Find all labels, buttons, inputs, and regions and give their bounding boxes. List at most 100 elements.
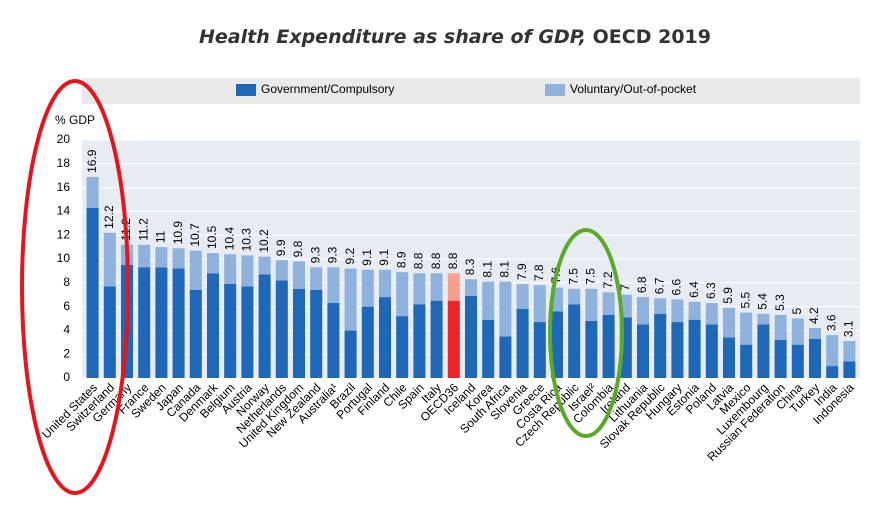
value-label: 5.3 <box>773 294 787 311</box>
bar-segment <box>722 307 736 338</box>
bar-segment <box>757 324 770 378</box>
bar-segment <box>826 366 839 378</box>
bar-segment <box>172 248 185 269</box>
bar-segment <box>413 304 426 378</box>
bar-segment <box>654 298 667 314</box>
bar-segment <box>705 303 718 325</box>
legend-swatch <box>545 84 565 96</box>
value-label: 6.6 <box>670 278 684 295</box>
bar-segment <box>310 267 323 290</box>
bar-segment <box>843 361 856 378</box>
y-tick-label: 10 <box>57 251 71 265</box>
value-label: 16.9 <box>85 149 99 173</box>
y-tick-label: 8 <box>63 275 70 289</box>
bar-segment <box>464 279 478 296</box>
bar-segment <box>189 289 202 378</box>
bar-segment <box>86 176 99 208</box>
bar-segment <box>258 256 271 275</box>
legend-label: Government/Compulsory <box>261 82 394 96</box>
bar-segment <box>241 255 254 287</box>
bar-segment <box>292 288 306 378</box>
bar-segment <box>688 319 701 378</box>
value-label: 6.8 <box>635 276 649 293</box>
bar-segment <box>602 314 615 378</box>
bar-segment <box>396 272 409 317</box>
bar-segment <box>378 269 392 298</box>
value-label: 10.2 <box>257 229 271 253</box>
value-label: 10.7 <box>188 223 202 247</box>
bar-segment <box>774 339 787 378</box>
bar-segment <box>482 281 495 320</box>
value-label: 8.8 <box>446 252 460 269</box>
bar-segment <box>740 344 753 378</box>
title-suffix: OECD 2019 <box>593 26 711 48</box>
bar-segment <box>791 344 804 378</box>
y-tick-label: 0 <box>63 370 70 384</box>
bar-segment <box>103 286 116 378</box>
bar-segment <box>447 300 460 378</box>
bar-segment <box>722 337 736 378</box>
bar-segment <box>568 288 581 305</box>
bar-segment <box>275 260 288 281</box>
bar-segment <box>275 280 288 378</box>
bar-segment <box>671 299 684 323</box>
bar-segment <box>396 316 409 378</box>
value-label: 10.9 <box>171 221 185 245</box>
y-tick-label: 6 <box>63 299 70 313</box>
value-label: 7.5 <box>584 268 598 285</box>
value-label: 9.2 <box>343 248 357 265</box>
bar-segment <box>516 308 529 378</box>
value-label: 7.5 <box>566 268 580 285</box>
value-label: 6.3 <box>704 282 718 299</box>
value-label: 9.1 <box>360 249 374 266</box>
value-label: 10.5 <box>205 225 219 249</box>
value-label: 8.3 <box>463 258 477 275</box>
bar-segment <box>585 288 598 321</box>
bar-segment <box>86 207 99 378</box>
bar-segment <box>636 324 650 378</box>
value-label: 5.5 <box>738 292 752 309</box>
title-main: Health Expenditure as share of GDP, <box>199 26 586 48</box>
bar-segment <box>688 301 701 320</box>
value-label: 9.8 <box>291 240 305 257</box>
value-label: 9.9 <box>274 239 288 256</box>
value-label: 8.9 <box>394 251 408 268</box>
bar-segment <box>636 297 650 325</box>
bar-segment <box>344 330 357 378</box>
bar-segment <box>155 267 168 378</box>
y-tick-label: 14 <box>57 204 71 218</box>
value-label: 9.3 <box>326 246 340 263</box>
bar-segment <box>705 324 718 378</box>
bar-segment <box>791 318 804 345</box>
value-label: 4.2 <box>807 307 821 324</box>
value-label: 7.8 <box>532 264 546 281</box>
bar-segment <box>740 312 753 345</box>
bar-segment <box>482 319 495 378</box>
bar-segment <box>103 232 116 287</box>
value-label: 6.7 <box>652 277 666 294</box>
value-label: 5 <box>790 308 804 315</box>
bar-segment <box>585 320 598 378</box>
bar-segment <box>550 311 564 378</box>
bar-segment <box>774 314 787 340</box>
bar-segment <box>138 244 151 268</box>
bar-segment <box>464 295 478 378</box>
bar-segment <box>172 268 185 378</box>
value-label: 6.4 <box>687 281 701 298</box>
bar-segment <box>826 335 839 367</box>
value-label: 9.1 <box>377 249 391 266</box>
bar-segment <box>292 261 306 289</box>
legend-swatch <box>236 84 256 96</box>
bar-segment <box>206 253 220 274</box>
bar-segment <box>138 267 151 378</box>
bar-segment <box>602 292 615 315</box>
bar-segment <box>447 273 460 301</box>
value-label: 7.2 <box>601 271 615 288</box>
bar-segment <box>327 303 340 378</box>
value-label: 5.4 <box>756 293 770 310</box>
bar-segment <box>378 297 392 378</box>
value-label: 11.2 <box>136 218 150 241</box>
value-label: 3.6 <box>824 314 838 331</box>
value-label: 3.1 <box>842 320 856 337</box>
bar-segment <box>499 336 512 378</box>
